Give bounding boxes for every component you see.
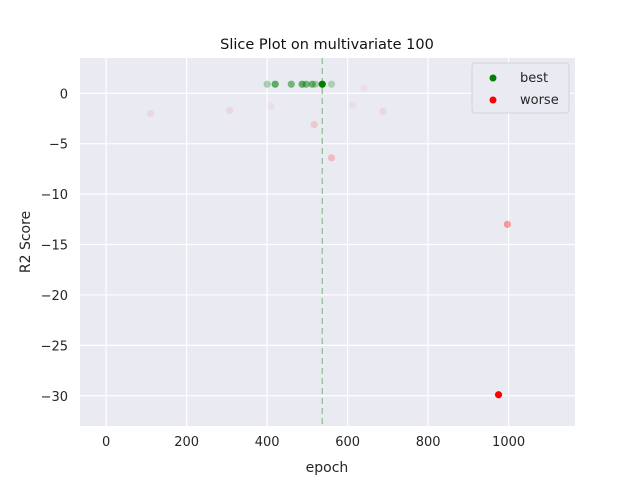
worse-point (327, 154, 336, 162)
worse-point (310, 120, 318, 129)
worse-point (503, 220, 511, 228)
best-point (327, 80, 336, 88)
y-tick-label: 0 (60, 87, 68, 102)
worse-point (146, 109, 155, 118)
x-tick-label: 0 (102, 435, 110, 450)
legend-label-best: best (520, 71, 548, 86)
y-tick-label: −20 (41, 289, 68, 304)
chart-title: Slice Plot on multivariate 100 (220, 37, 434, 53)
worse-point (348, 101, 357, 109)
best-point (302, 80, 310, 88)
plot-background (80, 58, 575, 426)
legend: best worse (471, 62, 570, 114)
legend-label-worse: worse (520, 93, 559, 108)
best-point (287, 80, 295, 88)
x-tick-label: 200 (174, 435, 199, 450)
y-tick-label: −25 (41, 339, 68, 354)
worse-point (267, 102, 275, 110)
best-point (318, 80, 326, 88)
grid-lines (80, 58, 575, 426)
worse-point (226, 106, 234, 115)
x-tick-labels: 0 200 400 600 800 1000 (102, 435, 525, 450)
best-point (308, 80, 316, 88)
legend-marker-worse (489, 96, 497, 104)
x-tick-label: 800 (416, 435, 441, 450)
y-tick-labels: 0 −5 −10 −15 −20 −25 −30 (41, 87, 68, 404)
x-tick-label: 1000 (492, 435, 525, 450)
y-tick-label: −30 (41, 390, 68, 405)
x-axis-title: epoch (306, 460, 349, 476)
y-tick-label: −5 (49, 138, 68, 153)
y-tick-label: −10 (41, 188, 68, 203)
worse-point (379, 107, 387, 116)
y-axis-title: R2 Score (18, 211, 34, 273)
worse-point (494, 391, 503, 399)
x-tick-label: 400 (255, 435, 280, 450)
data-points (146, 80, 511, 399)
worse-point (360, 84, 368, 92)
x-tick-label: 600 (335, 435, 360, 450)
y-tick-label: −15 (41, 239, 68, 254)
best-point (271, 80, 279, 88)
best-point (263, 80, 271, 88)
best-point (311, 80, 320, 88)
legend-marker-best (489, 74, 497, 82)
